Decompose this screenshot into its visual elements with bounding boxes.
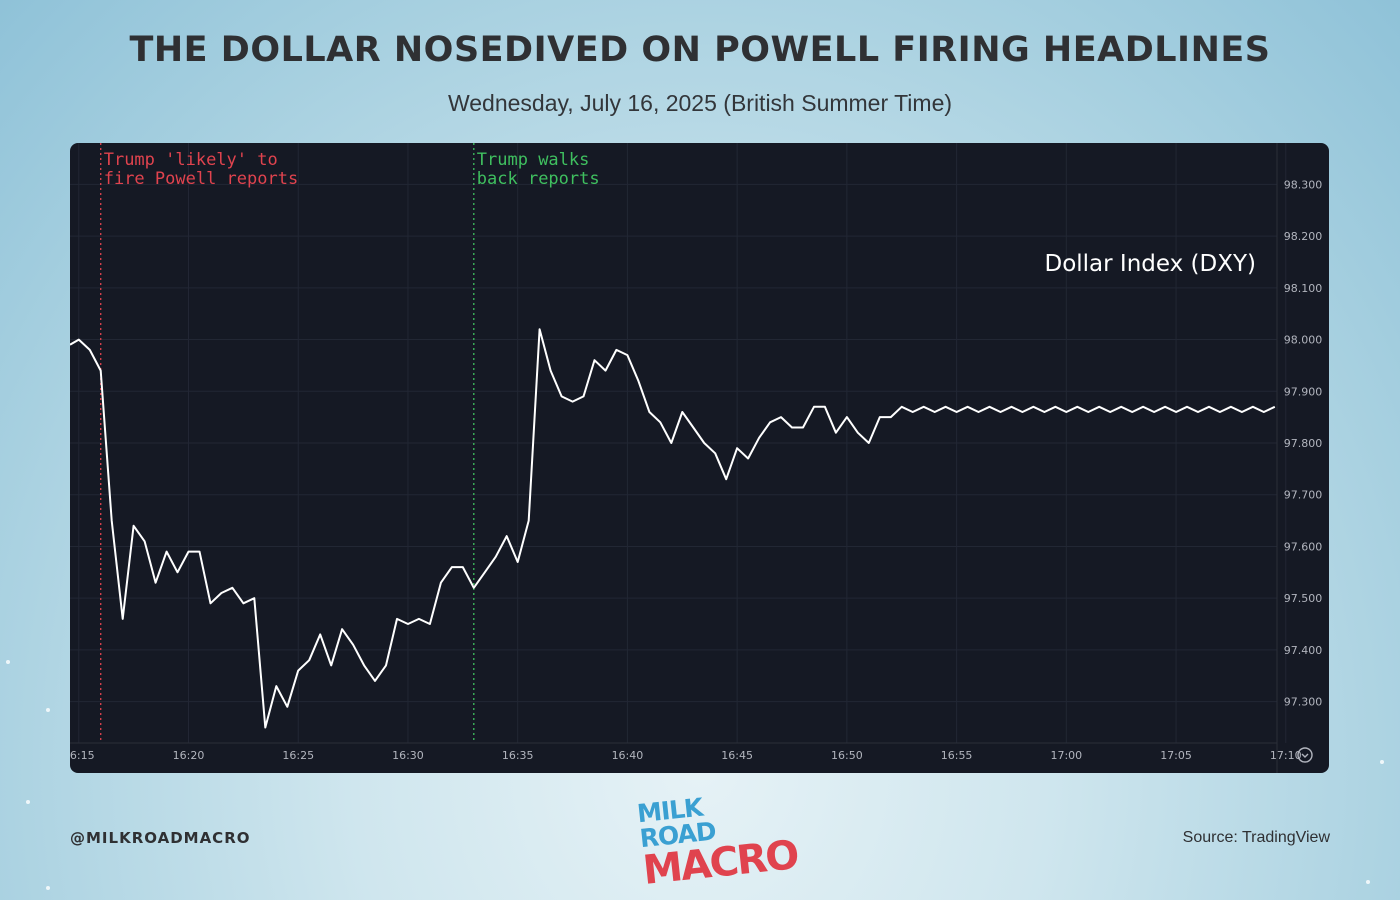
decorative-dot bbox=[1366, 880, 1370, 884]
series-line-dxy[interactable] bbox=[70, 328, 1276, 729]
page-title: THE DOLLAR NOSEDIVED ON POWELL FIRING HE… bbox=[129, 30, 1271, 70]
chart-series bbox=[70, 328, 1276, 729]
x-tick-label: 16:40 bbox=[612, 749, 644, 762]
x-tick-label: 17:00 bbox=[1050, 749, 1082, 762]
x-tick-label: 17:05 bbox=[1160, 749, 1192, 762]
y-tick-label: 97.300 bbox=[1284, 696, 1323, 709]
source-credit: Source: TradingView bbox=[1182, 829, 1330, 846]
dxy-line-chart[interactable]: Trump 'likely' to fire Powell reports Trum… bbox=[70, 143, 1329, 773]
decorative-dot bbox=[46, 886, 50, 890]
logo-line-2: MACRO bbox=[640, 832, 800, 894]
y-tick-label: 98.100 bbox=[1284, 282, 1323, 295]
axis-settings-icon[interactable] bbox=[1297, 747, 1313, 763]
decorative-dot bbox=[1380, 760, 1384, 764]
decorative-dot bbox=[46, 708, 50, 712]
y-tick-label: 97.500 bbox=[1284, 592, 1323, 605]
chart-annotations: Trump 'likely' to fire Powell reports Trum… bbox=[100, 143, 600, 743]
chart-panel[interactable]: Trump 'likely' to fire Powell reports Trum… bbox=[70, 143, 1329, 773]
y-tick-label: 98.000 bbox=[1284, 334, 1323, 347]
y-tick-label: 97.900 bbox=[1284, 385, 1323, 398]
x-tick-label: 17:10 bbox=[1270, 749, 1302, 762]
x-tick-label: 16:35 bbox=[502, 749, 534, 762]
y-tick-label: 97.800 bbox=[1284, 437, 1323, 450]
chart-title: Dollar Index (DXY) bbox=[1044, 251, 1256, 277]
x-tick-label: 16:20 bbox=[173, 749, 205, 762]
x-tick-label: 16:15 bbox=[70, 749, 95, 762]
y-tick-label: 97.600 bbox=[1284, 540, 1323, 553]
time-axis[interactable]: 16:15 16:20 16:25 16:30 16:35 16:40 16:45 16:50… bbox=[70, 749, 1329, 762]
price-axis[interactable]: 98.300 98.200 98.100 98.000 97.900 97.800 97.7… bbox=[1284, 178, 1323, 708]
milk-road-macro-logo: MILK ROAD MACRO bbox=[636, 789, 800, 894]
x-tick-label: 16:25 bbox=[282, 749, 314, 762]
y-tick-label: 98.200 bbox=[1284, 230, 1323, 243]
decorative-dot bbox=[26, 800, 30, 804]
x-tick-label: 16:30 bbox=[392, 749, 424, 762]
y-tick-label: 98.300 bbox=[1284, 178, 1323, 191]
y-tick-label: 97.400 bbox=[1284, 644, 1323, 657]
annotation-label: Trump 'likely' to fire Powell reports bbox=[104, 150, 298, 189]
decorative-dot bbox=[6, 660, 10, 664]
y-tick-label: 97.700 bbox=[1284, 489, 1323, 502]
x-tick-label: 16:55 bbox=[941, 749, 973, 762]
page-subtitle: Wednesday, July 16, 2025 (British Summer… bbox=[447, 90, 953, 116]
social-handle: @MILKROADMACRO bbox=[70, 829, 251, 847]
x-tick-label: 16:50 bbox=[831, 749, 863, 762]
annotation-label: Trump walks back reports bbox=[477, 150, 600, 189]
x-tick-label: 16:45 bbox=[721, 749, 753, 762]
